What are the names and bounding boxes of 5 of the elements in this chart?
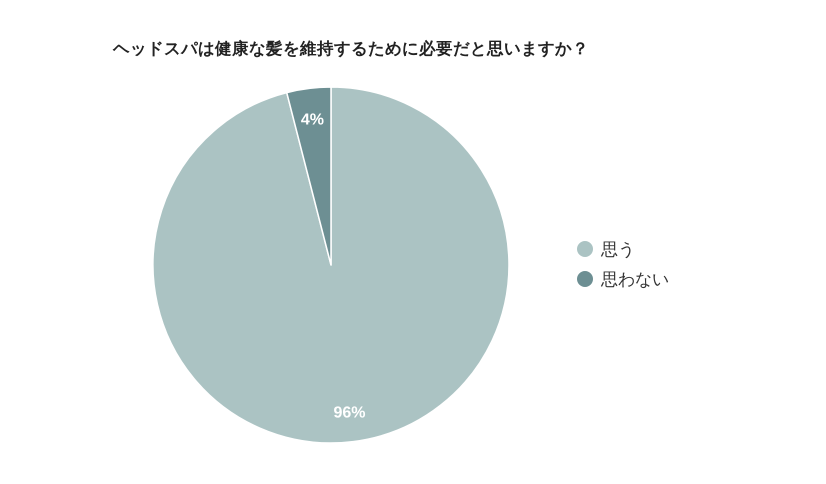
data-label: 4% <box>300 111 324 128</box>
legend-label: 思わない <box>600 270 669 289</box>
legend-label: 思う <box>600 240 635 259</box>
chart-title: ヘッドスパは健康な髪を維持するために必要だと思いますか？ <box>112 39 589 58</box>
data-label: 96% <box>334 404 366 422</box>
